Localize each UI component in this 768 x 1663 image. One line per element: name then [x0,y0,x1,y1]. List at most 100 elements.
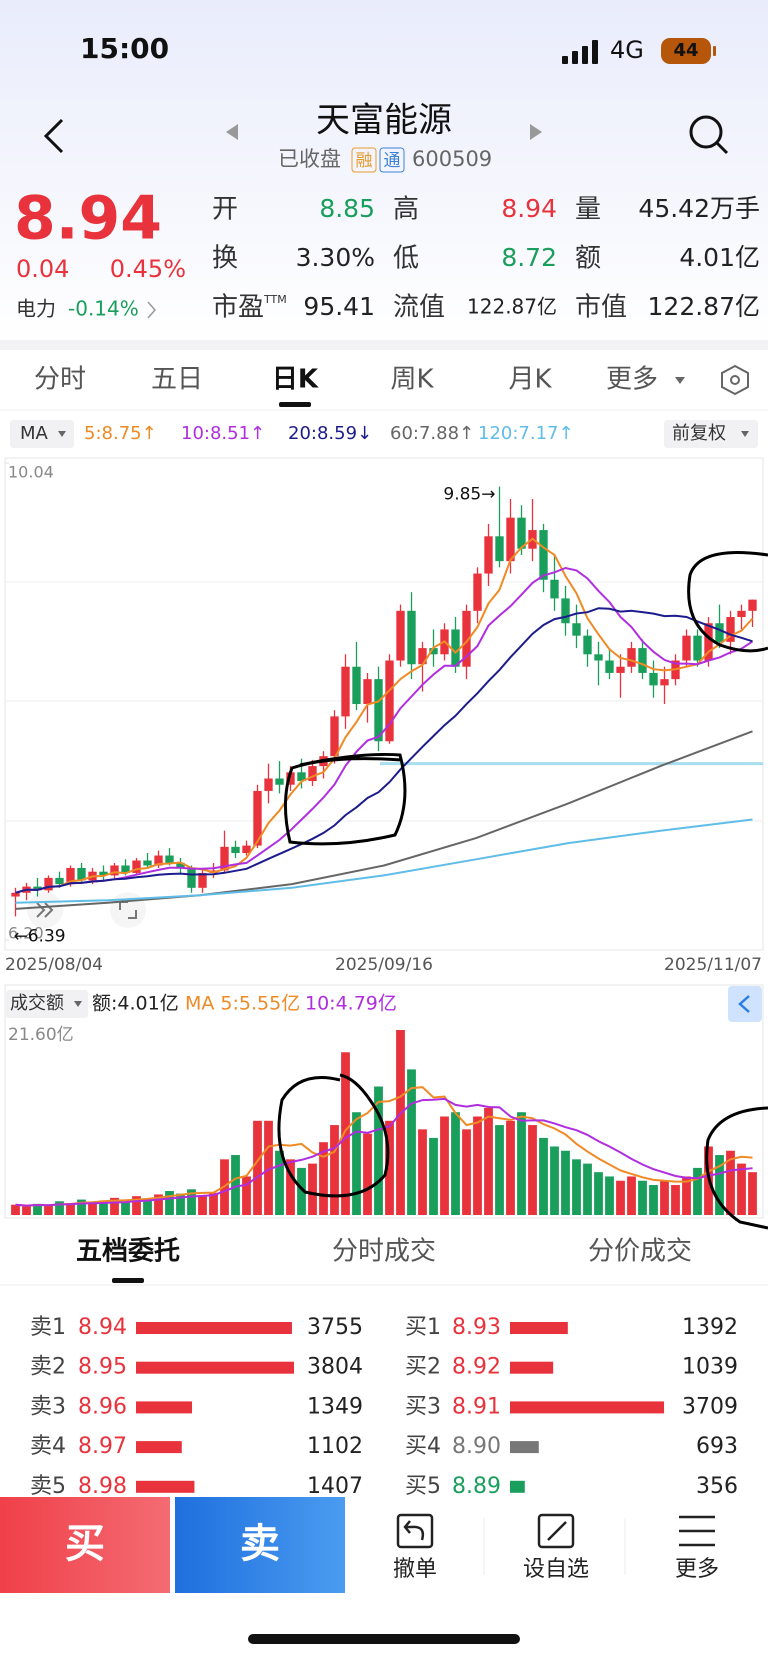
volume-bar [22,1206,31,1215]
order-tab[interactable]: 分价成交 [588,1237,692,1267]
order-volume-bar [136,1441,182,1454]
volume-bar [176,1193,185,1215]
order-level: 卖2 [30,1355,66,1380]
volume-bar [660,1180,669,1215]
order-tab-indicator [112,1278,144,1283]
volume-bar [209,1192,218,1215]
order-volume-bar [510,1322,568,1334]
candle-body [638,648,647,673]
candle-body [275,778,284,785]
order-volume: 3804 [307,1355,363,1380]
order-tab[interactable]: 五档委托 [76,1237,180,1267]
badge-text: 通 [384,151,401,171]
action-label[interactable]: 撤单 [393,1557,437,1582]
volume-bar [726,1150,735,1215]
candle-body [297,772,306,781]
volume-bar [77,1199,86,1215]
volume-max-label: 21.60亿 [8,1025,74,1045]
volume-bar [308,1163,317,1215]
candle-body [429,648,438,655]
tab[interactable]: 周K [390,365,434,395]
field-label: 换 [212,244,238,274]
prev-stock[interactable] [226,124,238,140]
buy-button[interactable] [0,1497,170,1593]
ma-value: 5:8.75↑ [84,423,157,444]
order-volume-bar [136,1480,195,1493]
candle-body [99,871,108,876]
order-level: 卖3 [30,1394,66,1419]
volume-bar [561,1150,570,1215]
volume-bar [264,1120,273,1215]
order-price: 8.93 [452,1315,501,1340]
collapse-button[interactable] [728,986,762,1022]
candle-body [660,679,669,686]
back-button[interactable] [43,118,64,154]
order-volume-bar [136,1401,193,1414]
volume-bar [407,1069,416,1215]
candle-body [176,862,185,868]
badge [379,147,405,173]
volume-bar [319,1142,328,1215]
order-level: 卖1 [30,1315,66,1340]
volume-bar [44,1205,53,1215]
volume-bar [440,1116,449,1215]
buy-label: 买 [65,1521,105,1567]
candle-body [682,635,691,661]
candle-body [396,610,405,661]
candle-body [341,666,350,717]
volume-bar [110,1197,119,1215]
volume-bar [187,1189,196,1215]
volume-bar [616,1180,625,1215]
signal-icon [562,40,598,64]
action-icons [396,1513,715,1549]
candle-body [286,772,295,785]
volume-bar [374,1086,383,1215]
field-value: 8.72 [501,243,557,272]
tab[interactable]: 月K [508,365,552,395]
candle-body [330,716,339,757]
candle-body [165,855,174,863]
candle-body [726,617,735,642]
next-stock[interactable] [530,124,542,140]
dropdown-arrow [58,431,66,437]
field-value: 95.41 [303,292,375,321]
candle-body [649,672,658,686]
candle-body [143,860,152,866]
candle-body [418,648,427,665]
chart-overlay-buttons[interactable] [27,892,146,928]
settings-icon[interactable] [721,364,749,396]
order-tab[interactable]: 分时成交 [332,1237,436,1267]
volume-selector [6,990,88,1018]
candle-body [385,660,394,742]
order-volume: 693 [696,1434,738,1459]
tab[interactable]: 五日 [151,365,203,395]
kline-frame [4,457,764,951]
volume-title: 成交额 [10,993,64,1014]
order-volume: 1407 [307,1474,363,1499]
order-price: 8.89 [452,1474,501,1499]
candle-body [264,778,273,791]
sell-button[interactable] [175,1497,345,1593]
tab[interactable]: 日K [272,365,319,395]
field-label-sup: TTM [263,293,287,306]
candle-body [572,623,581,636]
volume-bar [748,1172,757,1215]
tab[interactable]: 更多 [606,365,658,395]
volume-bar [484,1107,493,1215]
ma-value: 60:7.88↑ [390,423,474,444]
field-value: 45.42万手 [638,194,760,223]
order-volume: 1039 [682,1355,738,1380]
dropdown-arrow [74,1001,82,1007]
volume-bar [330,1125,339,1215]
tab[interactable]: 分时 [34,365,86,395]
volume-bar [594,1172,603,1215]
volume-ma: MA 5:5.55亿 [185,993,300,1015]
candle-body [132,860,141,873]
candle-body [462,610,471,667]
action-label[interactable]: 更多 [675,1557,719,1582]
high-annotation: 9.85→ [443,485,495,505]
search-button[interactable] [689,115,729,155]
action-label[interactable]: 设自选 [523,1557,589,1582]
adjust-selector [664,420,758,448]
candle-body [583,635,592,655]
